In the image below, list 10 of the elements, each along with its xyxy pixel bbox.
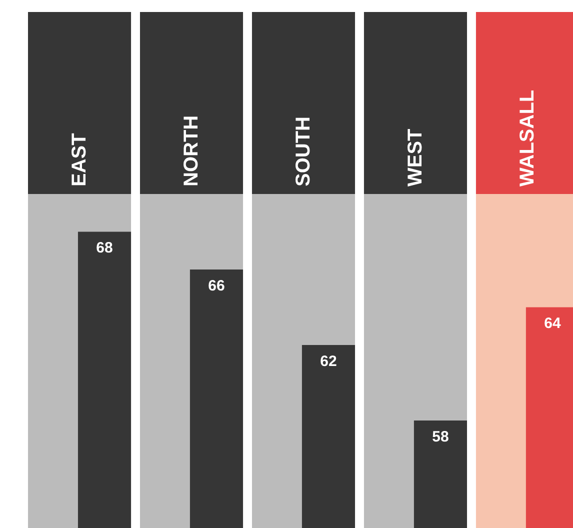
x-tick-label: EAST <box>68 133 91 186</box>
x-tick-label: SOUTH <box>292 116 314 186</box>
x-tick-label: WALSALL <box>516 90 538 186</box>
x-tick-label: NORTH <box>180 115 203 186</box>
data-label: 66 <box>208 277 225 294</box>
data-label: 58 <box>432 428 449 446</box>
data-label: 64 <box>544 315 562 332</box>
data-label: 68 <box>96 240 113 257</box>
data-label: 62 <box>320 352 337 370</box>
x-tick-label: WEST <box>404 128 426 186</box>
